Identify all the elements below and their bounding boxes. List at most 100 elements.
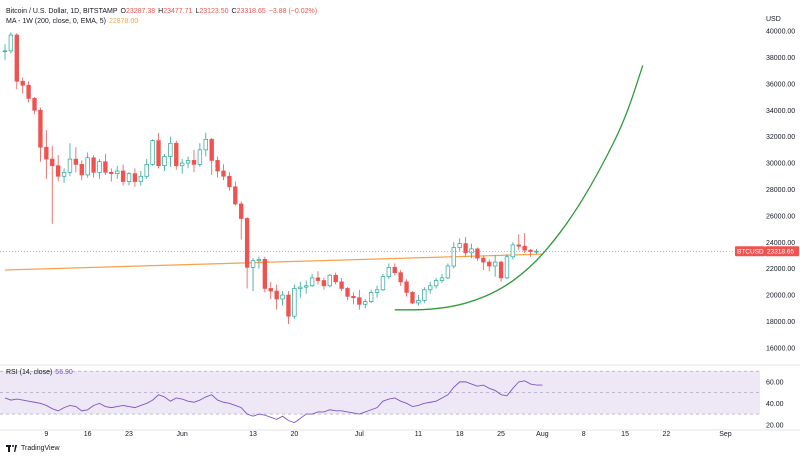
price-tick-label: 38000.00 <box>766 55 795 62</box>
candle-body <box>428 285 433 291</box>
candle <box>516 234 521 251</box>
candle <box>315 271 321 285</box>
ma-legend[interactable]: MA - 1W (200, close, 0, EMA, 5) 22878.00 <box>6 17 141 26</box>
candle-body <box>239 203 244 219</box>
projection-curve-layer[interactable] <box>394 65 644 311</box>
candle-body <box>97 161 102 173</box>
candle-body <box>522 245 527 251</box>
candle <box>55 155 61 182</box>
candle-body <box>510 244 516 258</box>
price-grid <box>0 364 800 431</box>
candle-body <box>227 175 232 188</box>
candle <box>103 153 108 175</box>
time-axis[interactable]: 9 16 23 Jun 13 20 Jul 11 18 25 Aug 8 15 22 Sep <box>44 431 731 438</box>
candle-body <box>315 277 321 281</box>
candle <box>386 263 392 280</box>
candle-body <box>457 243 462 248</box>
ohlc-value: 23123.50 <box>199 8 229 15</box>
rsi-label: RSI (14, close) <box>6 369 53 376</box>
candle <box>174 140 179 170</box>
time-tick-label: Jul <box>355 431 364 438</box>
candle <box>345 287 350 301</box>
rsi-value: 56.90 <box>55 369 73 376</box>
candle <box>280 291 285 306</box>
candle <box>428 281 433 294</box>
candle-body <box>262 259 268 289</box>
candle-body <box>26 84 31 99</box>
candle <box>304 280 309 294</box>
candle-body <box>55 165 61 177</box>
time-tick-label: 13 <box>249 431 257 438</box>
candle-body <box>120 170 126 182</box>
candle-body <box>132 173 138 182</box>
candle-body <box>422 289 427 301</box>
rsi-pane <box>0 370 760 415</box>
candle <box>457 238 462 252</box>
rsi-axis[interactable]: 20.00 40.00 60.00 <box>766 379 784 429</box>
candle <box>14 33 19 90</box>
ohlc-value: 23287.38 <box>125 8 156 15</box>
rsi-legend[interactable]: RSI (14, close) 56.90 <box>6 368 76 377</box>
candle <box>463 236 468 257</box>
candle-body <box>162 156 167 167</box>
candle <box>156 132 161 169</box>
symbol-title: Bitcoin / U.S. Dollar, 1D, BITSTAMP <box>6 8 118 15</box>
candle <box>433 277 439 289</box>
candle <box>321 277 327 290</box>
candle <box>298 281 303 298</box>
candle-body <box>73 158 79 165</box>
candle <box>256 256 262 269</box>
candle <box>179 159 185 174</box>
candle-body <box>138 175 144 182</box>
candle-body <box>179 162 185 167</box>
candle <box>115 165 120 179</box>
ohlc-key: O <box>120 8 126 15</box>
tradingview-logo-icon <box>6 445 18 452</box>
candle-body <box>185 160 191 164</box>
candle-body <box>404 281 409 293</box>
time-tick-label: 8 <box>582 431 586 438</box>
candle-body <box>268 288 273 292</box>
candle-body <box>363 301 368 305</box>
candle-body <box>150 140 155 165</box>
candle-body <box>50 158 55 167</box>
candle-body <box>392 266 397 273</box>
candle <box>132 168 138 187</box>
candle <box>138 170 144 186</box>
candle <box>268 281 273 300</box>
candle-body <box>304 285 309 288</box>
tradingview-footer[interactable]: TradingView <box>6 445 60 452</box>
candle <box>32 97 37 115</box>
candle <box>8 32 14 54</box>
candle-body <box>445 265 451 279</box>
candle <box>439 273 445 284</box>
symbol-badge <box>735 246 765 257</box>
candle <box>61 168 67 183</box>
price-tick-label: 18000.00 <box>766 319 795 326</box>
candle-body <box>103 161 108 173</box>
candle-body <box>280 294 285 300</box>
candle-body <box>498 261 504 279</box>
candles-layer <box>2 32 539 325</box>
candle <box>197 143 203 168</box>
price-axis[interactable]: 16000.00 18000.00 20000.00 22000.00 24000.00… <box>766 29 795 353</box>
candle-body <box>67 158 73 173</box>
candle-body <box>79 164 84 176</box>
candle <box>85 152 90 178</box>
candle <box>374 285 380 298</box>
time-tick-label: 9 <box>44 431 48 438</box>
ohlc-value: −3.88 (−0.02%) <box>268 8 318 15</box>
candle <box>309 273 315 288</box>
candle-body <box>8 34 14 52</box>
symbol-legend[interactable]: Bitcoin / U.S. Dollar, 1D, BITSTAMP O2328… <box>6 7 323 16</box>
time-tick-label: 18 <box>456 431 464 438</box>
candle-body <box>321 280 327 287</box>
candle-body <box>357 297 362 305</box>
candle-body <box>215 160 220 172</box>
candle <box>481 255 486 270</box>
candle <box>380 273 386 292</box>
candle <box>168 136 173 168</box>
candle-body <box>203 138 208 151</box>
